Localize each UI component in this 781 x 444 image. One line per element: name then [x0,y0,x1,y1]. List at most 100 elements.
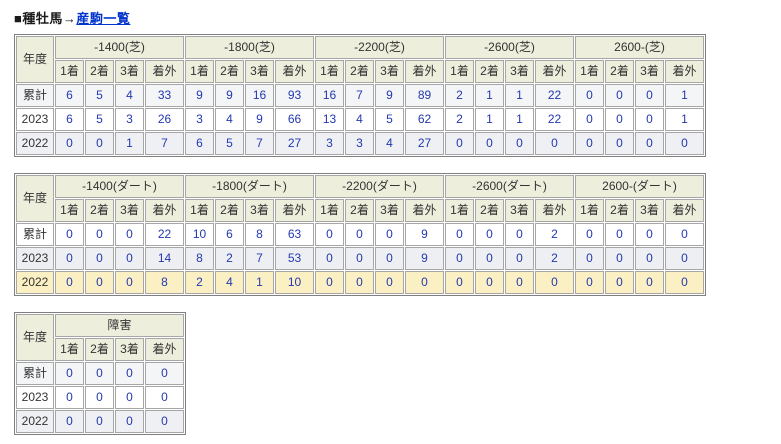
stat-cell: 0 [315,247,344,270]
stat-cell: 5 [85,108,114,131]
stat-cell: 2 [535,223,574,246]
stat-cell: 0 [635,132,664,155]
place-header: 3着 [115,60,144,83]
stat-cell: 0 [575,108,604,131]
place-header: 着外 [145,60,184,83]
stat-cell: 0 [665,271,704,294]
place-header: 3着 [115,199,144,222]
stat-cell: 0 [505,132,534,155]
stat-cell: 4 [215,108,244,131]
distance-group-header: 障害 [55,314,184,337]
stat-cell: 0 [575,84,604,107]
stat-cell: 0 [115,410,144,433]
place-header: 着外 [145,338,184,361]
stat-cell: 7 [345,84,374,107]
stat-cell: 0 [85,410,114,433]
stat-cell: 0 [115,386,144,409]
stat-cell: 0 [345,223,374,246]
stat-cell: 0 [535,271,574,294]
stat-cell: 0 [505,247,534,270]
stat-cell: 9 [405,247,444,270]
stat-cell: 0 [115,362,144,385]
stat-cell: 0 [345,247,374,270]
stat-cell: 0 [55,386,84,409]
stat-cell: 0 [575,223,604,246]
place-header: 3着 [635,199,664,222]
stat-cell: 6 [55,84,84,107]
stat-cell: 27 [405,132,444,155]
stat-cell: 0 [55,223,84,246]
stat-cell: 22 [535,108,574,131]
stat-cell: 66 [275,108,314,131]
stat-cell: 0 [145,410,184,433]
stat-cell: 89 [405,84,444,107]
place-header: 着外 [665,199,704,222]
distance-group-header: -2600(ダート) [445,175,574,198]
stat-cell: 0 [115,223,144,246]
stat-cell: 0 [605,271,634,294]
page: ■種牡馬→産駒一覧 年度 -1400(芝) -1800(芝) -2200(芝) -260… [14,11,706,435]
table-row: 累計 0 0 0 0 [16,362,184,385]
table-row: 2022 0 0 1 7 6 5 7 27 3 3 4 27 0 0 0 0 0 0 0 0 [16,132,704,155]
stat-cell: 0 [55,271,84,294]
stat-cell: 53 [275,247,314,270]
stat-cell: 9 [215,84,244,107]
stat-cell: 0 [55,410,84,433]
stat-cell: 8 [185,247,214,270]
table-row: 2022 0 0 0 8 2 4 1 10 0 0 0 0 0 0 0 0 0 0 0 0 [16,271,704,294]
place-header: 1着 [185,199,214,222]
place-header: 着外 [535,199,574,222]
place-header: 2着 [215,60,244,83]
stat-cell: 0 [85,247,114,270]
stat-cell: 27 [275,132,314,155]
distance-group-header: -1800(ダート) [185,175,314,198]
stat-cell: 2 [185,271,214,294]
place-header: 2着 [85,60,114,83]
stat-cell: 16 [245,84,274,107]
distance-group-header: 2600-(芝) [575,36,704,59]
stat-cell: 2 [535,247,574,270]
table-row: 2023 6 5 3 26 3 4 9 66 13 4 5 62 2 1 1 22 0 0 0 1 [16,108,704,131]
stat-cell: 9 [405,223,444,246]
dirt-results-table: 年度 -1400(ダート) -1800(ダート) -2200(ダート) -2600(ダー… [14,173,706,296]
offspring-list-link[interactable]: 産駒一覧 [76,11,131,26]
year-header-cell: 年度 [16,175,54,222]
place-header: 3着 [505,60,534,83]
stat-cell: 1 [115,132,144,155]
place-header: 1着 [445,199,474,222]
place-header: 2着 [215,199,244,222]
distance-group-header: -1800(芝) [185,36,314,59]
stat-cell: 0 [85,362,114,385]
distance-group-header: -1400(芝) [55,36,184,59]
stat-cell: 6 [215,223,244,246]
stat-cell: 0 [635,108,664,131]
turf-results-table: 年度 -1400(芝) -1800(芝) -2200(芝) -2600(芝) 2600-(… [14,34,706,157]
stat-cell: 7 [245,247,274,270]
stat-cell: 0 [445,132,474,155]
place-header: 着外 [275,199,314,222]
stat-cell: 10 [275,271,314,294]
stat-cell: 0 [115,247,144,270]
place-header: 着外 [535,60,574,83]
stat-cell: 0 [315,223,344,246]
stat-cell: 0 [475,223,504,246]
stat-cell: 0 [505,223,534,246]
stat-cell: 8 [145,271,184,294]
row-label: 2022 [16,271,54,294]
stat-cell: 0 [145,362,184,385]
stat-cell: 62 [405,108,444,131]
table-row: 累計 6 5 4 33 9 9 16 93 16 7 9 89 2 1 1 22 0 0 0 1 [16,84,704,107]
stat-cell: 0 [55,247,84,270]
place-header: 2着 [605,60,634,83]
stat-cell: 8 [245,223,274,246]
stat-cell: 10 [185,223,214,246]
stat-cell: 0 [635,223,664,246]
stat-cell: 13 [315,108,344,131]
stat-cell: 0 [635,84,664,107]
row-label: 累計 [16,362,54,385]
stat-cell: 0 [55,362,84,385]
stat-cell: 0 [85,386,114,409]
place-header: 3着 [245,199,274,222]
row-label: 2023 [16,108,54,131]
place-header: 着外 [405,199,444,222]
